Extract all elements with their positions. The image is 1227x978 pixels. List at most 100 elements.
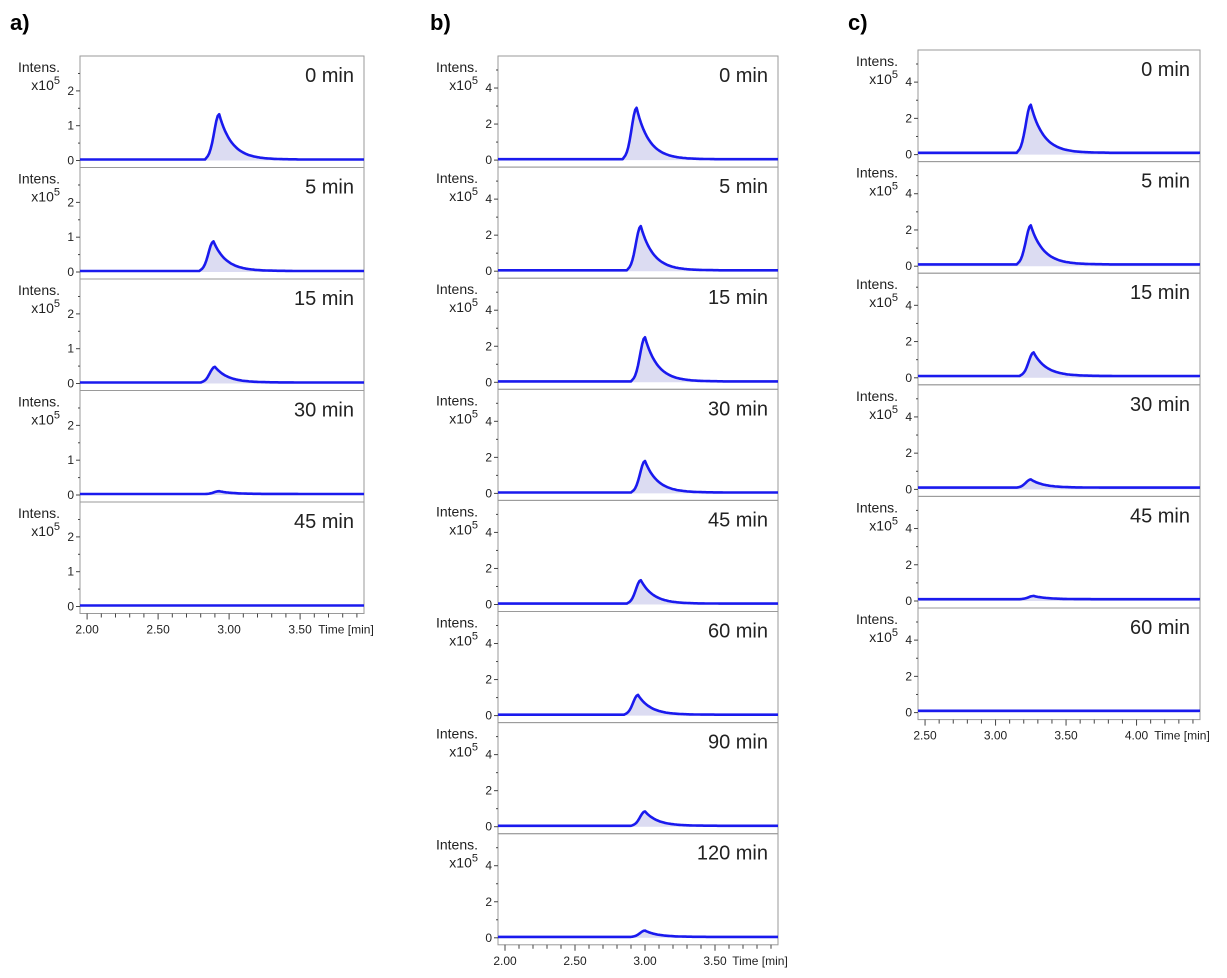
x-tick-label: 2.50 [563, 954, 587, 968]
y-tick-label: 1 [67, 119, 74, 133]
x-tick-label: 2.50 [146, 623, 170, 637]
time-point-label: 5 min [719, 176, 768, 198]
time-point-label: 45 min [1130, 505, 1190, 527]
y-tick-label: 2 [485, 339, 492, 353]
x-axis-label: Time [min] [318, 623, 374, 637]
y-axis-label: x105 [449, 853, 478, 871]
y-axis-label: Intens. [436, 392, 478, 408]
trace-panel: 0 2 4 Intens.x105 30 min [436, 388, 779, 501]
y-tick-label: 2 [485, 450, 492, 464]
y-axis-label: Intens. [436, 837, 478, 853]
y-axis-label: Intens. [856, 53, 898, 69]
trace-panel: 0 2 4 Intens.x105 5 min [856, 161, 1201, 274]
trace-panel: 0 2 4 Intens.x105 0 min [856, 49, 1201, 163]
y-tick-label: 2 [485, 228, 492, 242]
trace-line [80, 112, 364, 161]
y-tick-label: 4 [905, 522, 912, 536]
trace-fill [80, 366, 364, 384]
y-tick-label: 0 [905, 594, 912, 608]
y-tick-label: 1 [67, 230, 74, 244]
trace-panel: 0 2 4 Intens.x105 60 min [856, 607, 1201, 721]
x-axis-label: Time [min] [732, 954, 788, 968]
x-tick-label: 3.00 [633, 954, 657, 968]
y-axis-label: Intens. [436, 281, 478, 297]
y-tick-label: 0 [905, 148, 912, 162]
plot-frame [79, 501, 365, 614]
trace-panel: 0 2 4 Intens.x105 120 min [436, 833, 779, 946]
x-axis: 2.00 2.50 3.00 3.50 Time [min] [75, 613, 374, 637]
y-axis-label: Intens. [18, 171, 60, 187]
x-axis-label: Time [min] [1154, 729, 1210, 743]
trace-panel: 0 1 2 Intens.x105 45 min [18, 501, 365, 614]
x-tick-label: 2.00 [493, 954, 517, 968]
trace-line [918, 478, 1200, 489]
y-axis-label: x105 [31, 521, 60, 539]
y-tick-label: 0 [485, 598, 492, 612]
y-tick-label: 4 [485, 525, 492, 539]
y-axis-label: Intens. [856, 499, 898, 515]
y-tick-label: 0 [905, 371, 912, 385]
y-tick-label: 0 [67, 154, 74, 168]
panel-label: a) [10, 10, 30, 35]
x-tick-label: 2.00 [75, 623, 99, 637]
time-point-label: 45 min [294, 511, 354, 533]
trace-line [918, 103, 1200, 155]
y-tick-label: 4 [905, 298, 912, 312]
y-tick-label: 0 [905, 482, 912, 496]
trace-line [80, 365, 364, 384]
trace-fill [498, 226, 778, 272]
x-tick-label: 3.50 [1054, 729, 1078, 743]
trace-panel: 0 2 4 Intens.x105 5 min [436, 166, 779, 279]
panel-label: c) [848, 10, 868, 35]
y-tick-label: 2 [67, 84, 74, 98]
time-point-label: 90 min [708, 732, 768, 754]
y-tick-label: 0 [485, 486, 492, 500]
time-point-label: 15 min [708, 287, 768, 309]
y-tick-label: 0 [485, 375, 492, 389]
y-tick-label: 2 [905, 558, 912, 572]
trace-line [498, 106, 778, 161]
y-tick-label: 2 [905, 111, 912, 125]
plot-frame [917, 607, 1201, 721]
y-tick-label: 1 [67, 565, 74, 579]
trace-line [498, 224, 778, 272]
y-tick-label: 2 [485, 673, 492, 687]
y-tick-label: 4 [485, 859, 492, 873]
y-axis-label: Intens. [856, 276, 898, 292]
y-axis-label: Intens. [856, 611, 898, 627]
y-axis-label: x105 [869, 181, 898, 199]
time-point-label: 0 min [1141, 59, 1190, 81]
y-tick-label: 4 [485, 192, 492, 206]
x-tick-label: 3.50 [288, 623, 312, 637]
trace-line [498, 929, 778, 939]
trace-fill [498, 107, 778, 161]
trace-panel: 0 2 4 Intens.x105 45 min [436, 499, 779, 612]
y-axis-label: x105 [31, 187, 60, 205]
y-tick-label: 4 [905, 75, 912, 89]
y-tick-label: 0 [67, 377, 74, 391]
y-axis-label: x105 [869, 627, 898, 645]
time-point-label: 30 min [294, 400, 354, 422]
trace-line [918, 594, 1200, 601]
x-tick-label: 2.50 [913, 729, 937, 743]
y-tick-label: 0 [485, 709, 492, 723]
y-tick-label: 2 [485, 784, 492, 798]
y-tick-label: 4 [905, 410, 912, 424]
y-axis-label: Intens. [436, 615, 478, 631]
trace-panel: 0 1 2 Intens.x105 0 min [18, 55, 365, 168]
y-axis-label: x105 [449, 186, 478, 204]
x-axis: 2.50 3.00 3.50 4.00 Time [min] [913, 719, 1210, 743]
y-axis-label: Intens. [18, 282, 60, 298]
trace-panel: 0 2 4 Intens.x105 15 min [436, 277, 779, 390]
trace-panel: 0 1 2 Intens.x105 30 min [18, 390, 365, 503]
trace-panel: 0 2 4 Intens.x105 45 min [856, 495, 1201, 609]
y-axis-label: x105 [869, 69, 898, 87]
y-tick-label: 4 [485, 637, 492, 651]
trace-fill [498, 694, 778, 716]
time-point-label: 15 min [1130, 282, 1190, 304]
time-point-label: 5 min [305, 177, 354, 199]
x-tick-label: 3.50 [703, 954, 727, 968]
